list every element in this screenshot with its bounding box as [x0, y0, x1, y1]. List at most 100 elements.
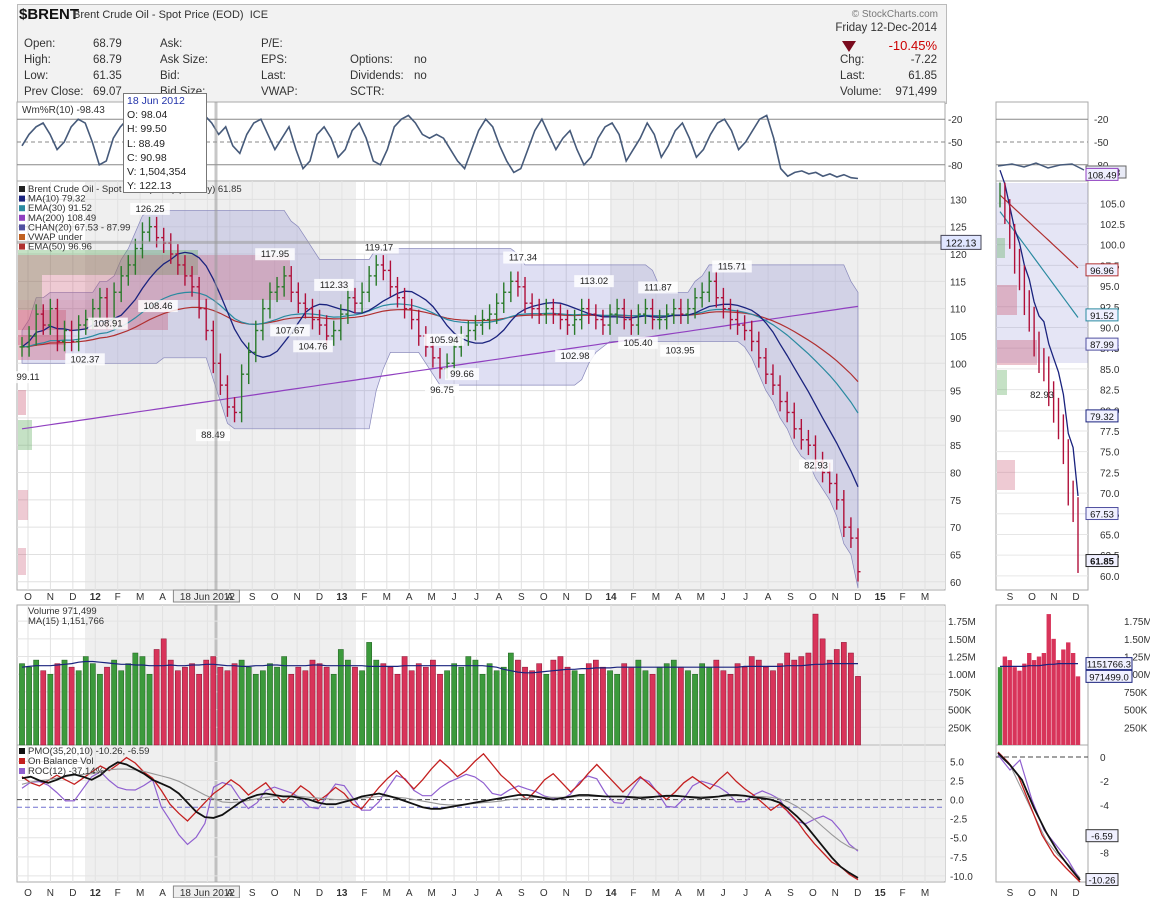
volume-bar	[628, 666, 635, 746]
price-bar	[125, 255, 131, 286]
x-tick-label: M	[921, 888, 929, 898]
x-tick-highlight	[172, 589, 240, 603]
price-bar	[288, 266, 294, 303]
price-legend-item: MA(10) 79.32	[28, 194, 86, 205]
momentum-tick-label: -5.0	[950, 834, 968, 845]
thumb-price-tick: 77.5	[1100, 427, 1120, 438]
last-value: 61.85	[908, 70, 937, 82]
price-bar	[713, 271, 719, 308]
annotation-bg	[11, 371, 45, 384]
price-tick-label: 100	[950, 359, 967, 370]
volume-bar	[366, 642, 373, 746]
volume-bar	[437, 673, 443, 746]
price-channel	[21, 209, 859, 589]
volume-bar	[472, 659, 479, 746]
legend-swatch	[19, 768, 25, 774]
wmr-legend: Wm%R(10) -98.43	[22, 105, 105, 116]
volume-tick-label: 1.00M	[948, 670, 976, 681]
year-shade	[610, 746, 945, 881]
thumb-price-tick: 105.0	[1100, 199, 1125, 210]
volume-bar	[281, 656, 287, 746]
x-tick-label: 14	[605, 592, 617, 603]
year-shade	[610, 182, 945, 589]
volume-bar	[167, 659, 174, 746]
price-bar	[515, 271, 521, 297]
price-annotation: 99.66	[450, 369, 474, 380]
momentum-legend-item: PMO(35,20,10) -10.26, -6.59	[28, 746, 149, 757]
thumb-x-tick: N	[1050, 888, 1057, 898]
thumb-price-tag: 108.49	[1087, 170, 1116, 181]
price-bar	[437, 347, 443, 379]
volume-bar	[593, 659, 599, 746]
x-tick-label: M	[652, 888, 660, 898]
x-tick-label: J	[452, 888, 457, 898]
security-name-text: Brent Crude Oil - Spot Price (EOD)	[73, 9, 244, 21]
thumb-ma10	[999, 169, 1079, 497]
volume-bar	[515, 659, 521, 746]
price-bar	[508, 271, 514, 303]
price-bar	[834, 473, 840, 510]
volume-bar	[840, 642, 847, 746]
thumb-volume-tick: 1.25M	[1124, 653, 1150, 664]
volume-bar	[401, 656, 408, 746]
price-bar	[735, 309, 741, 335]
price-bar	[848, 517, 854, 548]
price-legend-item: MA(200) 108.49	[28, 213, 96, 224]
thumb-volume-bar	[1070, 653, 1076, 745]
thumb-price-annotation: 82.93	[1030, 390, 1054, 401]
volume-bar	[125, 663, 132, 746]
thumb-momentum-tag: -6.59	[1091, 832, 1113, 843]
x-tick-label: N	[563, 888, 570, 898]
volume-bar	[755, 659, 762, 746]
volume-bar	[670, 659, 677, 746]
price-bar	[635, 304, 641, 335]
x-tick-label: M	[697, 888, 705, 898]
price-bar	[494, 293, 500, 324]
volume-bar	[19, 663, 25, 746]
price-annotation: 88.49	[201, 430, 225, 441]
x-tick-label: J	[721, 888, 726, 898]
volume-bar	[855, 676, 861, 746]
volume-bar	[330, 673, 337, 746]
price-bar	[536, 298, 542, 324]
thumbnail-chart[interactable]: -20-50-80-98.43105.0102.5100.097.595.092…	[990, 0, 1150, 898]
price-bar	[118, 266, 124, 303]
price-bar	[671, 298, 677, 324]
price-annotation: 126.25	[135, 204, 164, 215]
source-credit[interactable]: © StockCharts.com	[851, 9, 938, 20]
x-tick-label: F	[115, 592, 121, 603]
sctr-label: SCTR:	[350, 86, 385, 98]
volume-bar	[692, 673, 698, 746]
volume-label: Volume:	[840, 86, 882, 98]
volume-tick-label: 1.25M	[948, 653, 976, 664]
x-tick-label: A	[765, 592, 772, 603]
thumb-price-tag-bg	[1085, 263, 1119, 277]
x-tick-label: D	[854, 592, 861, 603]
price-legend-item: CHAN(20) 67.53 - 87.99	[28, 222, 130, 233]
x-tick-label: 18 Jun 2012	[180, 888, 235, 898]
thumb-volume-tick: 1.50M	[1124, 635, 1150, 646]
bid-label: Bid:	[160, 70, 180, 82]
volume-bar	[635, 659, 642, 746]
price-bar	[76, 315, 82, 352]
volume-bar	[75, 670, 82, 746]
price-bar	[139, 222, 145, 259]
annotation-bg	[359, 241, 399, 254]
annotation-bg	[574, 275, 614, 288]
volume-bar	[621, 663, 628, 746]
legend-swatch	[19, 186, 25, 192]
thumb-price-tick: 85.0	[1100, 365, 1120, 376]
price-bar	[465, 320, 471, 346]
thumb-price-tick: 102.5	[1100, 220, 1125, 231]
thumb-wmr-line	[997, 162, 1085, 171]
momentum-tick-label: 0.0	[950, 796, 964, 807]
thumb-volume-tick: 750K	[1124, 688, 1148, 699]
price-bar	[196, 276, 202, 319]
thumb-price-tick: 72.5	[1100, 468, 1120, 479]
x-tick-label: D	[854, 888, 861, 898]
symbol[interactable]: $BRENT	[19, 6, 80, 23]
thumb-volume-bar	[1007, 660, 1012, 745]
thumb-price-tick: 100.0	[1100, 241, 1125, 252]
price-bar	[756, 331, 762, 368]
price-bar	[359, 282, 365, 314]
